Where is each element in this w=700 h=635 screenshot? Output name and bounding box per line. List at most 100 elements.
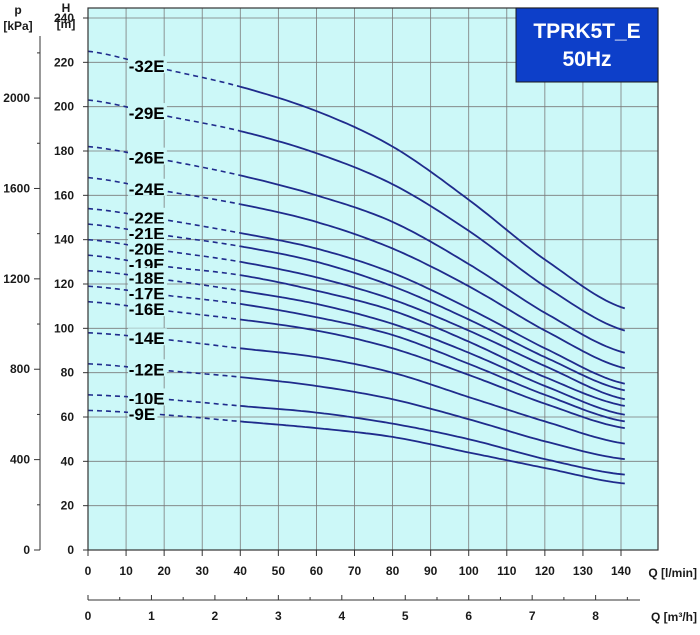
- curve-label-background: [127, 178, 167, 196]
- curve-label-background: [127, 328, 167, 346]
- curve-solid-segment: [240, 289, 625, 416]
- y-tick-label: 40: [61, 454, 75, 468]
- y2-axis-title-unit: [kPa]: [3, 19, 32, 33]
- x-tick-label: 130: [573, 564, 593, 578]
- y-tick-label: 0: [67, 543, 74, 557]
- x2-tick-label: 2: [212, 609, 219, 623]
- curve-label: -17E: [129, 285, 165, 304]
- y2-tick-label: 800: [10, 362, 30, 376]
- x-tick-label: 110: [497, 564, 517, 578]
- y-tick-label: 20: [61, 499, 75, 513]
- x-tick-label: 20: [157, 564, 171, 578]
- x-tick-label: 30: [196, 564, 210, 578]
- x-tick-label: 100: [459, 564, 479, 578]
- y-tick-label: 140: [54, 233, 74, 247]
- curve-dashed-segment: [87, 145, 241, 177]
- y-axis-title-head: H: [62, 1, 71, 15]
- axes: 0204060801001201401601802002202400400800…: [3, 7, 659, 623]
- curve-dashed-segment: [87, 99, 241, 132]
- x2-tick-label: 4: [338, 609, 345, 623]
- title-box-background: [515, 7, 659, 83]
- curve-label-background: [127, 359, 167, 377]
- y-tick-label: 60: [61, 410, 75, 424]
- curve-label-background: [127, 254, 167, 272]
- curve-solid-segment: [240, 376, 625, 460]
- curve-solid-segment: [240, 405, 625, 476]
- y-tick-label: 240: [54, 11, 74, 25]
- y-tick-label: 160: [54, 188, 74, 202]
- curve-label: -24E: [129, 180, 165, 199]
- curve-label: -29E: [129, 104, 165, 123]
- x-tick-label: 140: [611, 564, 631, 578]
- y-axis-head-title: H [m]: [57, 1, 76, 31]
- curve-dashed-segment: [87, 50, 241, 88]
- plot-border: [87, 7, 659, 551]
- curve-label-background: [127, 147, 167, 165]
- x-tick-label: 40: [234, 564, 248, 578]
- x-tick-label: 120: [535, 564, 555, 578]
- y-tick-label: 220: [54, 55, 74, 69]
- curve-label-background: [127, 238, 167, 256]
- curve-solid-segment: [240, 130, 626, 332]
- curve-label: -32E: [129, 57, 165, 76]
- curve-label: -10E: [129, 389, 165, 408]
- curve-solid-segment: [240, 347, 625, 445]
- curve-solid-segment: [240, 85, 626, 310]
- y-tick-label: 200: [54, 100, 74, 114]
- curve-label-background: [127, 207, 167, 225]
- curve-label-background: [127, 299, 167, 317]
- curve-dashed-segment: [87, 409, 241, 423]
- curve-label-background: [127, 268, 167, 286]
- y2-tick-label: 1200: [3, 272, 30, 286]
- curve-label: -22E: [129, 209, 165, 228]
- x2-axis-title: Q [m³/h]: [651, 610, 697, 624]
- curve-label: -18E: [129, 269, 165, 288]
- x-axis-title: Q [l/min]: [648, 566, 697, 580]
- y-tick-label: 120: [54, 277, 74, 291]
- y-tick-label: 80: [61, 366, 75, 380]
- curve-label-background: [127, 223, 167, 241]
- y2-tick-label: 0: [23, 543, 30, 557]
- curve-solid-segment: [240, 232, 626, 385]
- curve-solid-segment: [240, 274, 625, 407]
- curve-label: -14E: [129, 329, 165, 348]
- curve-label-background: [127, 103, 167, 121]
- chart-title: TPRK5T_E: [533, 20, 640, 43]
- x2-tick-label: 5: [402, 609, 409, 623]
- y2-axis-title-head: p: [14, 3, 21, 17]
- curve-solid-segment: [240, 260, 626, 401]
- curve-label-background: [127, 283, 167, 301]
- x-tick-label: 70: [348, 564, 362, 578]
- curve-solid-segment: [240, 174, 626, 354]
- curve-solid-segment: [240, 303, 625, 423]
- y2-tick-label: 2000: [3, 91, 30, 105]
- curve-solid-segment: [240, 420, 625, 485]
- x2-tick-label: 1: [148, 609, 155, 623]
- curve-solid-segment: [240, 318, 625, 429]
- curve-label: -20E: [129, 240, 165, 259]
- x2-tick-label: 6: [465, 609, 472, 623]
- curve-label: -26E: [129, 149, 165, 168]
- curve-solid-segment: [240, 245, 626, 392]
- y-tick-label: 180: [54, 144, 74, 158]
- curve-label: -16E: [129, 300, 165, 319]
- y2-tick-label: 400: [10, 453, 30, 467]
- y-tick-label: 100: [54, 321, 74, 335]
- x-tick-label: 60: [310, 564, 324, 578]
- curve-labels: -32E-29E-26E-24E-22E-21E-20E-19E-18E-17E…: [127, 56, 167, 424]
- x2-tick-label: 8: [592, 609, 599, 623]
- curve-label-background: [127, 56, 167, 74]
- x-tick-label: 50: [272, 564, 286, 578]
- x2-tick-label: 7: [529, 609, 536, 623]
- curve-solid-segment: [240, 203, 626, 370]
- x2-tick-label: 0: [85, 609, 92, 623]
- x-tick-label: 80: [386, 564, 400, 578]
- x-tick-label: 10: [119, 564, 133, 578]
- y-axis-title-unit: [m]: [57, 17, 76, 31]
- curve-dashed-segment: [87, 176, 241, 205]
- curve-label: -12E: [129, 360, 165, 379]
- y2-axis-title: p [kPa]: [3, 3, 32, 33]
- chart-subtitle: 50Hz: [562, 48, 611, 71]
